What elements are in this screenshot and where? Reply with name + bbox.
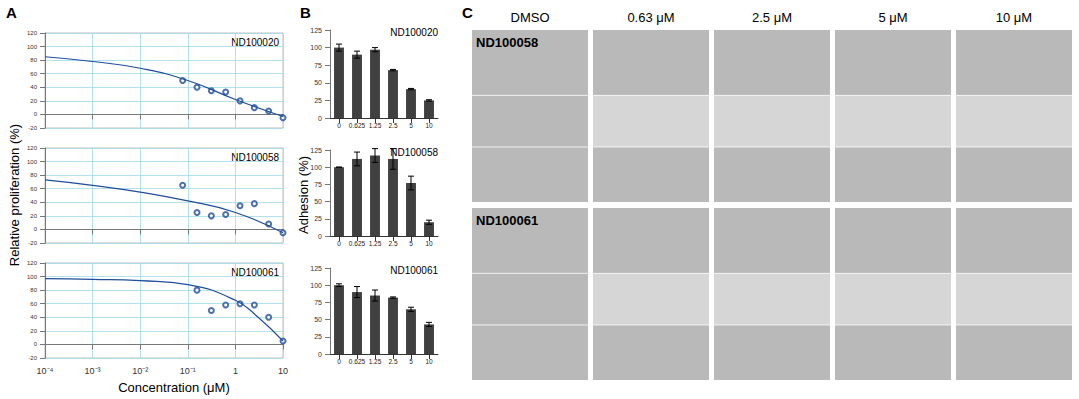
svg-text:120: 120 bbox=[27, 260, 38, 266]
svg-text:5: 5 bbox=[409, 240, 413, 247]
svg-text:-20: -20 bbox=[28, 125, 37, 131]
svg-text:20: 20 bbox=[30, 98, 37, 104]
svg-text:0: 0 bbox=[337, 240, 341, 247]
svg-text:1.25: 1.25 bbox=[369, 240, 382, 247]
svg-text:0: 0 bbox=[318, 115, 322, 122]
svg-text:120: 120 bbox=[27, 30, 38, 36]
svg-text:75: 75 bbox=[314, 181, 322, 188]
svg-text:Concentration (μM): Concentration (μM) bbox=[118, 380, 230, 395]
svg-text:2.5: 2.5 bbox=[388, 358, 397, 365]
svg-text:-20: -20 bbox=[28, 355, 37, 361]
svg-text:1.25: 1.25 bbox=[369, 122, 382, 129]
svg-text:0: 0 bbox=[318, 351, 322, 358]
svg-text:40: 40 bbox=[30, 314, 37, 320]
svg-text:0.625: 0.625 bbox=[349, 240, 366, 247]
svg-text:5: 5 bbox=[409, 358, 413, 365]
svg-text:10⁻⁴: 10⁻⁴ bbox=[37, 366, 54, 376]
svg-text:0: 0 bbox=[337, 122, 341, 129]
svg-text:DMSO: DMSO bbox=[511, 10, 550, 25]
svg-text:0.63 μM: 0.63 μM bbox=[627, 10, 674, 25]
svg-text:ND100058: ND100058 bbox=[390, 147, 438, 158]
svg-text:10: 10 bbox=[425, 122, 433, 129]
svg-text:60: 60 bbox=[30, 301, 37, 307]
svg-text:ND100020: ND100020 bbox=[231, 37, 279, 48]
svg-text:40: 40 bbox=[30, 199, 37, 205]
svg-text:60: 60 bbox=[30, 71, 37, 77]
svg-text:80: 80 bbox=[30, 287, 37, 293]
svg-text:50: 50 bbox=[314, 79, 322, 86]
svg-text:0: 0 bbox=[318, 233, 322, 240]
svg-text:25: 25 bbox=[314, 333, 322, 340]
svg-text:100: 100 bbox=[27, 44, 38, 50]
svg-text:60: 60 bbox=[30, 186, 37, 192]
svg-text:ND100061: ND100061 bbox=[231, 267, 279, 278]
svg-text:120: 120 bbox=[27, 145, 38, 151]
svg-text:10 μM: 10 μM bbox=[996, 10, 1032, 25]
svg-text:1.25: 1.25 bbox=[369, 358, 382, 365]
svg-text:75: 75 bbox=[314, 62, 322, 69]
svg-text:125: 125 bbox=[310, 27, 322, 34]
svg-text:50: 50 bbox=[314, 198, 322, 205]
svg-text:B: B bbox=[300, 4, 311, 21]
svg-text:C: C bbox=[462, 4, 473, 21]
svg-text:20: 20 bbox=[30, 328, 37, 334]
svg-text:100: 100 bbox=[310, 164, 322, 171]
svg-text:2.5 μM: 2.5 μM bbox=[752, 10, 792, 25]
svg-text:ND100058: ND100058 bbox=[231, 152, 279, 163]
svg-text:ND100058: ND100058 bbox=[476, 35, 538, 50]
svg-text:100: 100 bbox=[310, 44, 322, 51]
svg-text:0: 0 bbox=[34, 226, 38, 232]
svg-text:ND100020: ND100020 bbox=[390, 27, 438, 38]
svg-text:5 μM: 5 μM bbox=[878, 10, 907, 25]
svg-text:10⁻²: 10⁻² bbox=[132, 366, 148, 376]
svg-text:10: 10 bbox=[425, 240, 433, 247]
svg-text:80: 80 bbox=[30, 57, 37, 63]
svg-text:10: 10 bbox=[278, 366, 288, 376]
svg-text:0: 0 bbox=[34, 341, 38, 347]
svg-text:10: 10 bbox=[425, 358, 433, 365]
svg-text:ND100061: ND100061 bbox=[390, 265, 438, 276]
svg-text:Adhesion (%): Adhesion (%) bbox=[296, 156, 311, 234]
svg-text:0: 0 bbox=[337, 358, 341, 365]
svg-text:10⁻³: 10⁻³ bbox=[85, 366, 101, 376]
svg-text:10⁻¹: 10⁻¹ bbox=[180, 366, 196, 376]
svg-text:A: A bbox=[6, 4, 17, 21]
svg-text:100: 100 bbox=[310, 282, 322, 289]
svg-text:100: 100 bbox=[27, 159, 38, 165]
svg-text:80: 80 bbox=[30, 172, 37, 178]
svg-text:125: 125 bbox=[310, 147, 322, 154]
svg-text:0: 0 bbox=[34, 111, 38, 117]
svg-text:-20: -20 bbox=[28, 240, 37, 246]
svg-text:5: 5 bbox=[409, 122, 413, 129]
svg-text:75: 75 bbox=[314, 299, 322, 306]
svg-text:2.5: 2.5 bbox=[388, 122, 397, 129]
svg-text:1: 1 bbox=[233, 366, 238, 376]
svg-text:0.625: 0.625 bbox=[349, 122, 366, 129]
svg-text:25: 25 bbox=[314, 97, 322, 104]
svg-text:20: 20 bbox=[30, 213, 37, 219]
svg-text:0.625: 0.625 bbox=[349, 358, 366, 365]
svg-text:40: 40 bbox=[30, 84, 37, 90]
svg-text:25: 25 bbox=[314, 215, 322, 222]
svg-text:ND100061: ND100061 bbox=[476, 213, 538, 228]
svg-text:2.5: 2.5 bbox=[388, 240, 397, 247]
svg-text:Relative proliferation (%): Relative proliferation (%) bbox=[7, 124, 22, 266]
svg-text:100: 100 bbox=[27, 274, 38, 280]
svg-text:50: 50 bbox=[314, 316, 322, 323]
svg-text:125: 125 bbox=[310, 265, 322, 272]
